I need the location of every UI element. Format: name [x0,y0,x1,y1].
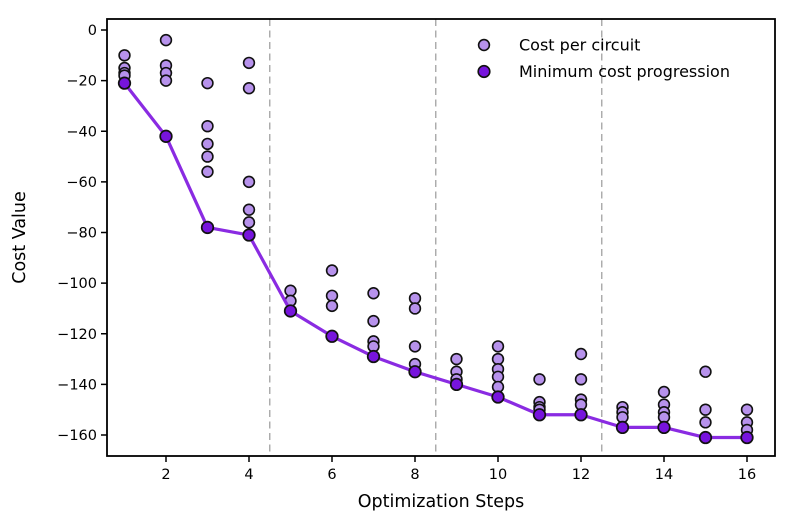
cost-scatter-point [201,119,214,133]
legend-marker-min-progression [477,64,491,79]
y-tick-label: −80 [66,226,97,242]
min-progression-group [117,76,754,445]
y-tick-label: −140 [57,377,97,393]
y-tick-label: −160 [57,428,97,444]
min-progression-point [740,430,754,445]
min-progression-point [698,430,713,445]
cost-scatter-point [118,49,131,62]
cost-scatter-point [491,352,505,366]
cost-scatter-point [201,150,214,163]
x-tick-label: 8 [410,467,419,483]
x-axis-title: Optimization Steps [358,492,524,512]
cost-scatter-point [367,287,380,300]
min-progression-point [657,420,671,435]
y-tick-label: −60 [66,175,97,191]
cost-scatter-point [740,403,754,416]
cost-scatter-point [450,352,463,366]
cost-scatter-point [242,82,256,95]
cost-scatter-point [325,299,339,313]
x-tick-label: 10 [489,467,507,483]
plot-frame [106,18,776,457]
min-progression-point [242,228,256,242]
cost-scatter-point [284,284,297,297]
legend: Cost per circuit Minimum cost progression [477,36,730,81]
x-tick-label: 16 [738,467,756,483]
cost-scatter-point [408,340,422,353]
cost-scatter-point [574,373,588,386]
min-progression-point [532,408,547,422]
min-progression-point [491,390,505,404]
cost-scatter-point [491,340,505,353]
min-progression-point [283,304,298,318]
y-axis: 0 −20 −40 −60 −80 −100 −120 −140 −160 [57,23,107,444]
cost-scatter-point [159,74,173,87]
y-tick-label: −20 [66,74,97,90]
cost-scatter-point [325,289,339,302]
legend-marker-cost-per-circuit [477,38,491,52]
cost-scatter-point [201,165,214,178]
cost-scatter-point [408,302,422,315]
vlines-group [269,19,603,456]
cost-scatter-point [574,347,588,361]
cost-scatter-point [242,56,256,70]
cost-scatter-point [242,203,256,216]
x-tick-label: 2 [161,467,170,483]
cost-scatter-point [242,216,256,229]
cost-scatter-point [201,137,214,151]
y-tick-label: −120 [57,327,97,343]
y-axis-title: Cost Value [10,191,30,284]
min-progression-point [574,408,588,422]
x-tick-label: 4 [244,467,253,483]
y-tick-label: −40 [66,124,97,140]
cost-scatter-point [159,33,173,47]
cost-scatter-point [699,403,712,416]
x-tick-label: 6 [327,467,336,483]
legend-label: Minimum cost progression [519,62,730,81]
x-tick-label: 12 [572,467,590,483]
cost-scatter-point [657,385,671,399]
min-progression-line [123,82,747,440]
cost-scatter-point [367,314,380,328]
cost-scatter-point [533,373,546,386]
cost-scatter-point [491,370,505,383]
cost-scatter-point [699,365,712,378]
cost-scatter-point [201,76,214,90]
min-progression-point [615,420,630,435]
cost-scatter-point [699,416,712,429]
min-progression-point [200,220,215,235]
cost-scatter-point [325,264,339,277]
min-progression-point [159,129,173,143]
x-tick-label: 14 [655,467,673,483]
min-progression-point [117,76,132,90]
min-progression-point [449,377,464,392]
min-progression-point [408,365,422,379]
y-tick-label: −100 [57,276,97,292]
min-progression-point [366,349,381,364]
cost-scatter-point [242,175,256,189]
x-axis: 2 4 6 8 10 12 14 16 [161,456,756,483]
min-progression-point [325,329,339,343]
legend-label: Cost per circuit [519,36,640,55]
y-tick-label: 0 [88,23,97,39]
cost-scatter-point [408,292,422,305]
